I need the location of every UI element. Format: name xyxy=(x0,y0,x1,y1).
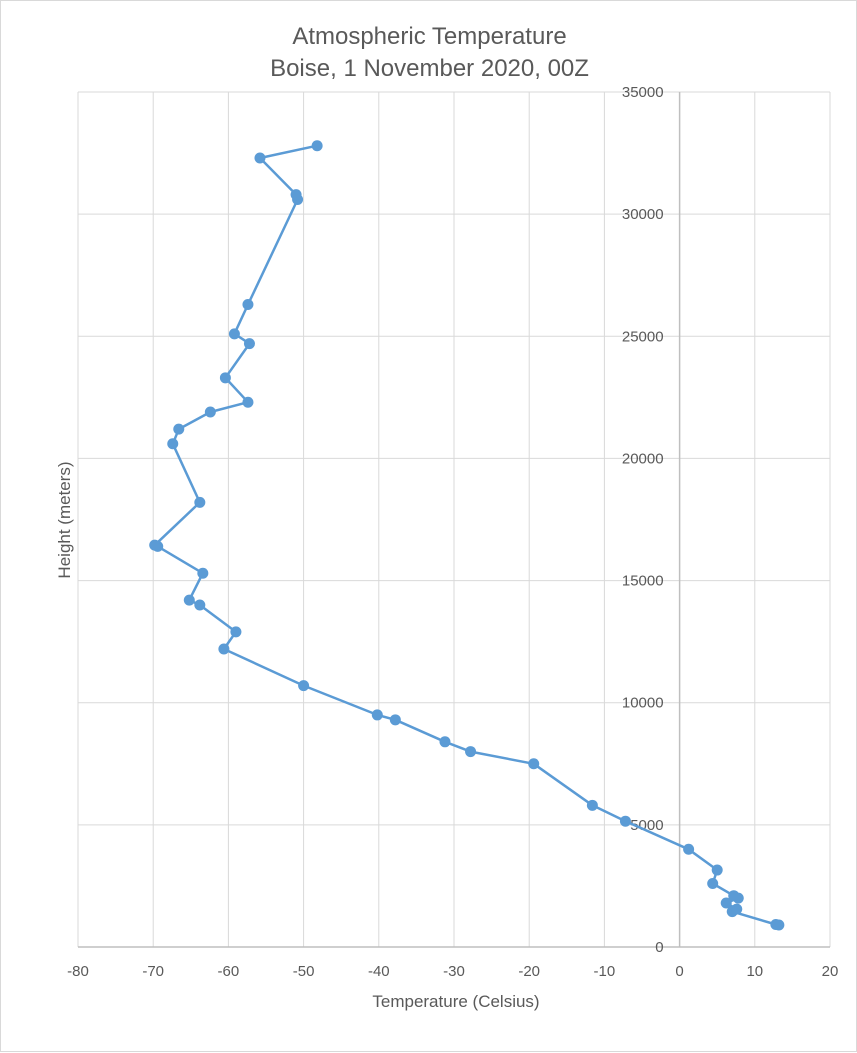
data-point xyxy=(728,890,740,902)
data-point xyxy=(439,736,451,748)
data-point xyxy=(707,877,719,889)
x-tick-label: 0 xyxy=(675,963,683,980)
data-point xyxy=(167,438,179,450)
data-point xyxy=(194,599,206,611)
x-axis-label: Temperature (Celsius) xyxy=(372,992,539,1011)
data-point xyxy=(173,423,185,435)
data-point xyxy=(149,539,161,551)
axes xyxy=(78,92,830,948)
data-point xyxy=(219,372,231,384)
data-point xyxy=(194,496,206,508)
data-point xyxy=(228,328,240,340)
chart-title-block: Atmospheric Temperature Boise, 1 Novembe… xyxy=(1,21,857,85)
data-point xyxy=(371,709,383,721)
data-point xyxy=(683,843,695,855)
data-point xyxy=(619,815,631,827)
data-point xyxy=(204,406,216,418)
y-tick-label: 25000 xyxy=(622,328,664,345)
x-tick-label: -60 xyxy=(218,963,240,980)
x-tick-label: -70 xyxy=(142,963,164,980)
data-point xyxy=(242,299,254,311)
data-point xyxy=(770,919,782,931)
data-point xyxy=(465,746,477,758)
x-tick-label: -30 xyxy=(443,963,465,980)
y-tick-label: 10000 xyxy=(622,695,664,712)
series-line xyxy=(153,144,780,927)
y-tick-label: 5000 xyxy=(630,817,663,834)
data-point xyxy=(243,338,255,350)
y-tick-label: 20000 xyxy=(622,450,664,467)
data-point xyxy=(242,396,254,408)
data-series xyxy=(149,140,785,931)
y-axis-label: Height (meters) xyxy=(55,461,74,578)
x-tick-label: -50 xyxy=(293,963,315,980)
data-point xyxy=(720,897,732,909)
data-point xyxy=(711,864,723,876)
data-point xyxy=(183,594,195,606)
x-tick-label: 20 xyxy=(822,963,839,980)
x-axis-ticks: -80 -70 -60 -50 -40 -30 -20 -10 0 10 20 xyxy=(67,963,838,980)
x-tick-label: -20 xyxy=(518,963,540,980)
y-tick-label: 15000 xyxy=(622,573,664,590)
x-tick-label: -10 xyxy=(594,963,616,980)
data-point xyxy=(218,643,230,655)
x-tick-label: -40 xyxy=(368,963,390,980)
data-point xyxy=(298,680,310,692)
data-point xyxy=(731,903,743,915)
data-point xyxy=(528,758,540,770)
y-tick-label: 35000 xyxy=(622,84,664,101)
data-point xyxy=(254,152,266,164)
y-tick-label: 30000 xyxy=(622,206,664,223)
x-tick-label: -80 xyxy=(67,963,89,980)
grid-lines xyxy=(77,91,831,948)
x-tick-label: 10 xyxy=(746,963,763,980)
data-point xyxy=(230,626,242,638)
data-point xyxy=(290,189,302,201)
data-point xyxy=(389,714,401,726)
data-point xyxy=(197,567,209,579)
y-axis-ticks: 0 5000 10000 15000 20000 25000 30000 35000 xyxy=(622,84,664,956)
chart-subtitle: Boise, 1 November 2020, 00Z xyxy=(270,55,589,82)
data-point xyxy=(311,140,323,152)
data-point xyxy=(586,799,598,811)
y-tick-label: 0 xyxy=(655,939,663,956)
chart-title: Atmospheric Temperature xyxy=(292,23,567,50)
